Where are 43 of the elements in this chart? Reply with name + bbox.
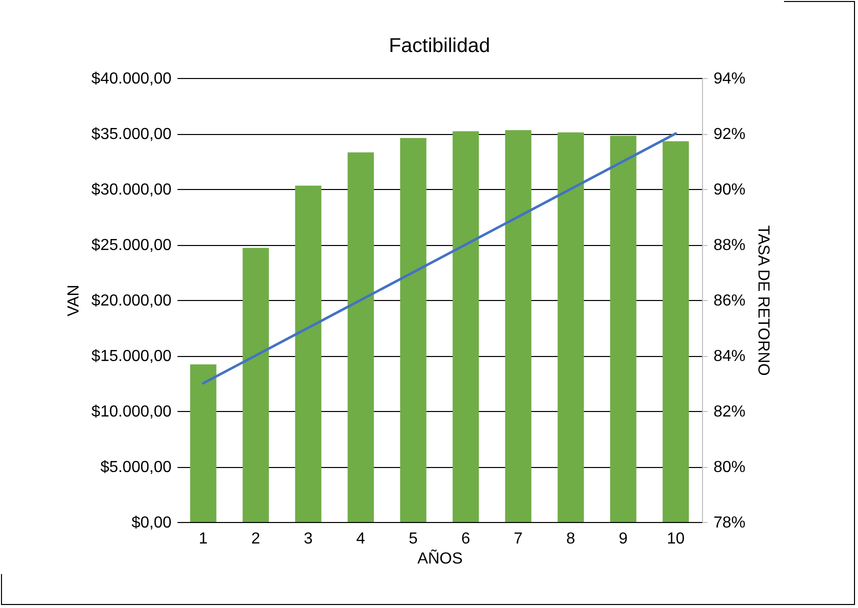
- y2-tick-label: 88%: [714, 237, 746, 254]
- bar: [295, 186, 322, 522]
- y-tick-label: $25.000,00: [91, 237, 172, 254]
- x-tick-label: 7: [514, 530, 523, 548]
- y2-tick-label: 78%: [714, 514, 746, 532]
- bar: [662, 141, 689, 522]
- x-tick-label: 4: [356, 530, 366, 548]
- x-tick-label: 9: [618, 530, 628, 548]
- chart-title: Factibilidad: [388, 35, 490, 57]
- x-tick-label: 8: [566, 530, 576, 548]
- x-axis-title: AÑOS: [417, 548, 463, 568]
- y-tick-label: $0,00: [131, 514, 172, 532]
- y-tick-label: $35.000,00: [91, 126, 172, 143]
- x-tick-label: 10: [666, 530, 685, 548]
- y-tick-label: $5.000,00: [100, 459, 172, 476]
- y2-tick-label: 86%: [714, 292, 746, 310]
- x-tick-label: 1: [198, 530, 208, 548]
- bar: [242, 248, 269, 522]
- y-tick-label: $20.000,00: [91, 292, 172, 310]
- y2-tick-label: 92%: [714, 126, 746, 143]
- y2-tick-label: 80%: [714, 459, 746, 476]
- bar: [190, 364, 216, 522]
- y2-tick-label: 94%: [714, 70, 746, 88]
- x-tick-label: 2: [251, 530, 260, 548]
- bar: [452, 131, 479, 522]
- bar: [610, 136, 636, 522]
- y-axis-title: VAN: [65, 284, 82, 316]
- bar: [400, 138, 426, 522]
- bar: [505, 130, 532, 522]
- y2-tick-label: 82%: [714, 404, 746, 420]
- y-tick-label: $10.000,00: [91, 404, 172, 420]
- y-tick-label: $15.000,00: [91, 348, 172, 365]
- line-series: [202, 132, 677, 384]
- x-tick-label: 5: [408, 530, 418, 548]
- y-tick-label: $40.000,00: [91, 70, 172, 88]
- y2-tick-label: 90%: [714, 182, 746, 198]
- bar: [348, 152, 374, 522]
- y2-tick-label: 84%: [714, 348, 746, 365]
- x-tick-label: 6: [461, 530, 470, 548]
- y-tick-label: $30.000,00: [91, 182, 172, 198]
- y2-axis-title: TASA DE RETORNO: [754, 225, 772, 376]
- bar: [558, 132, 584, 522]
- x-tick-label: 3: [304, 530, 313, 548]
